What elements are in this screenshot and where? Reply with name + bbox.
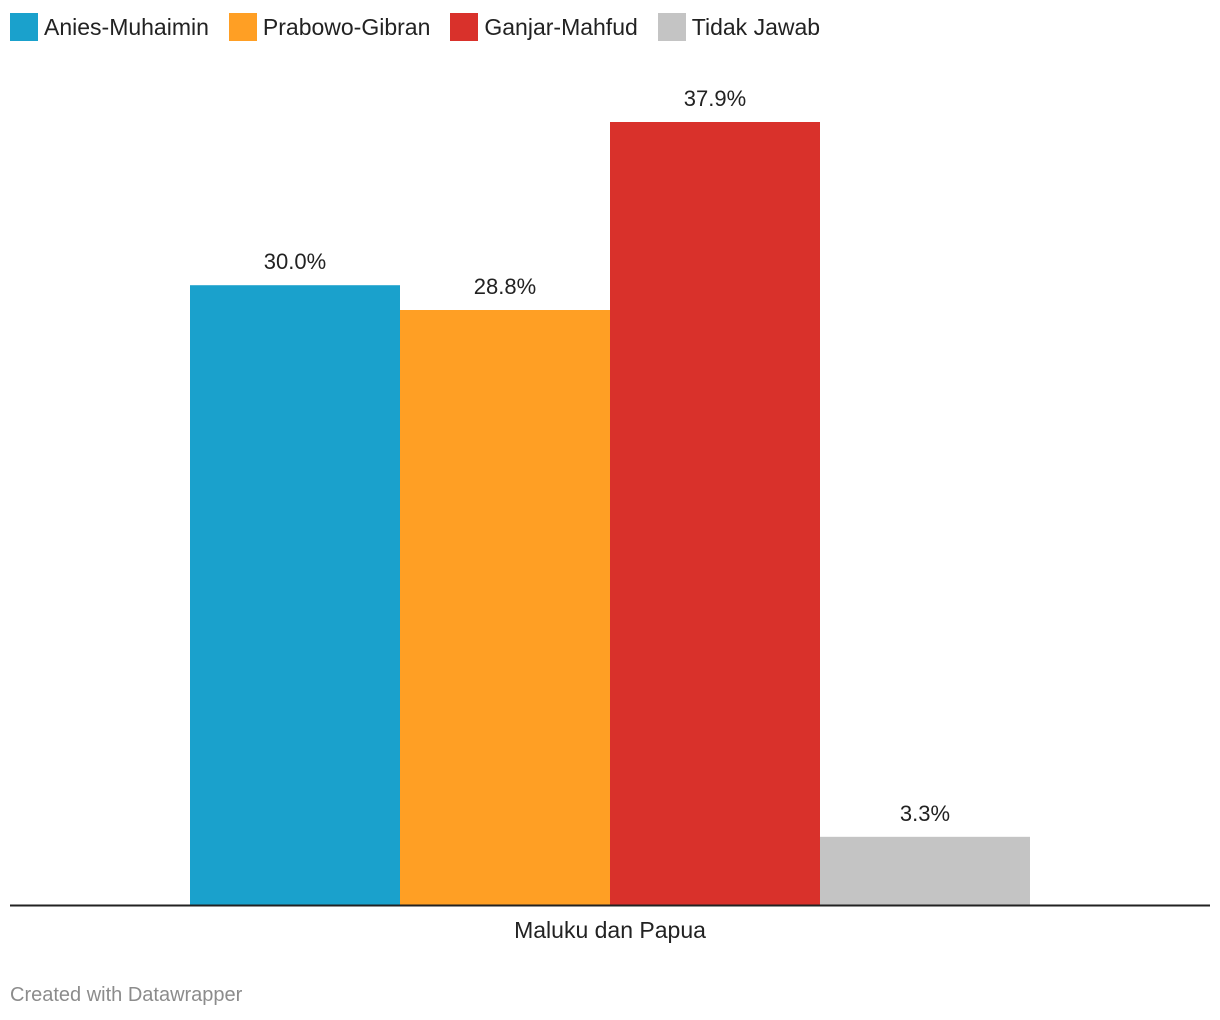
legend-item-prabowo-gibran: Prabowo-Gibran <box>228 13 431 41</box>
bar-ganjar-mahfud <box>610 122 820 905</box>
legend-item-anies-muhaimin: Anies-Muhaimin <box>10 13 209 41</box>
legend-swatch-prabowo-gibran <box>228 13 257 41</box>
legend-item-ganjar-mahfud: Ganjar-Mahfud <box>450 13 638 41</box>
chart-legend: Anies-Muhaimin Prabowo-Gibran Ganjar-Mah… <box>10 12 840 42</box>
legend-swatch-tidak-jawab <box>657 13 686 41</box>
bar-anies-muhaimin <box>190 285 400 906</box>
legend-label-ganjar-mahfud: Ganjar-Mahfud <box>484 13 638 40</box>
datawrapper-credit: Created with Datawrapper <box>10 984 243 1006</box>
legend-label-anies-muhaimin: Anies-Muhaimin <box>44 13 209 40</box>
x-tick-label-maluku-dan-papua: Maluku dan Papua <box>514 917 706 943</box>
data-label-prabowo-gibran: 28.8% <box>474 274 536 299</box>
legend-label-tidak-jawab: Tidak Jawab <box>691 13 821 40</box>
legend-item-tidak-jawab: Tidak Jawab <box>657 13 821 41</box>
bar-chart: 30.0% 28.8% 37.9% 3.3% Maluku dan Papua <box>10 86 1210 943</box>
legend-swatch-anies-muhaimin <box>10 13 38 41</box>
data-label-anies-muhaimin: 30.0% <box>264 249 326 274</box>
bar-tidak-jawab <box>820 836 1030 905</box>
bar-prabowo-gibran <box>400 310 610 905</box>
legend-label-prabowo-gibran: Prabowo-Gibran <box>262 13 431 40</box>
legend-swatch-ganjar-mahfud <box>450 13 479 41</box>
data-label-tidak-jawab: 3.3% <box>900 801 950 826</box>
data-label-ganjar-mahfud: 37.9% <box>684 86 746 111</box>
